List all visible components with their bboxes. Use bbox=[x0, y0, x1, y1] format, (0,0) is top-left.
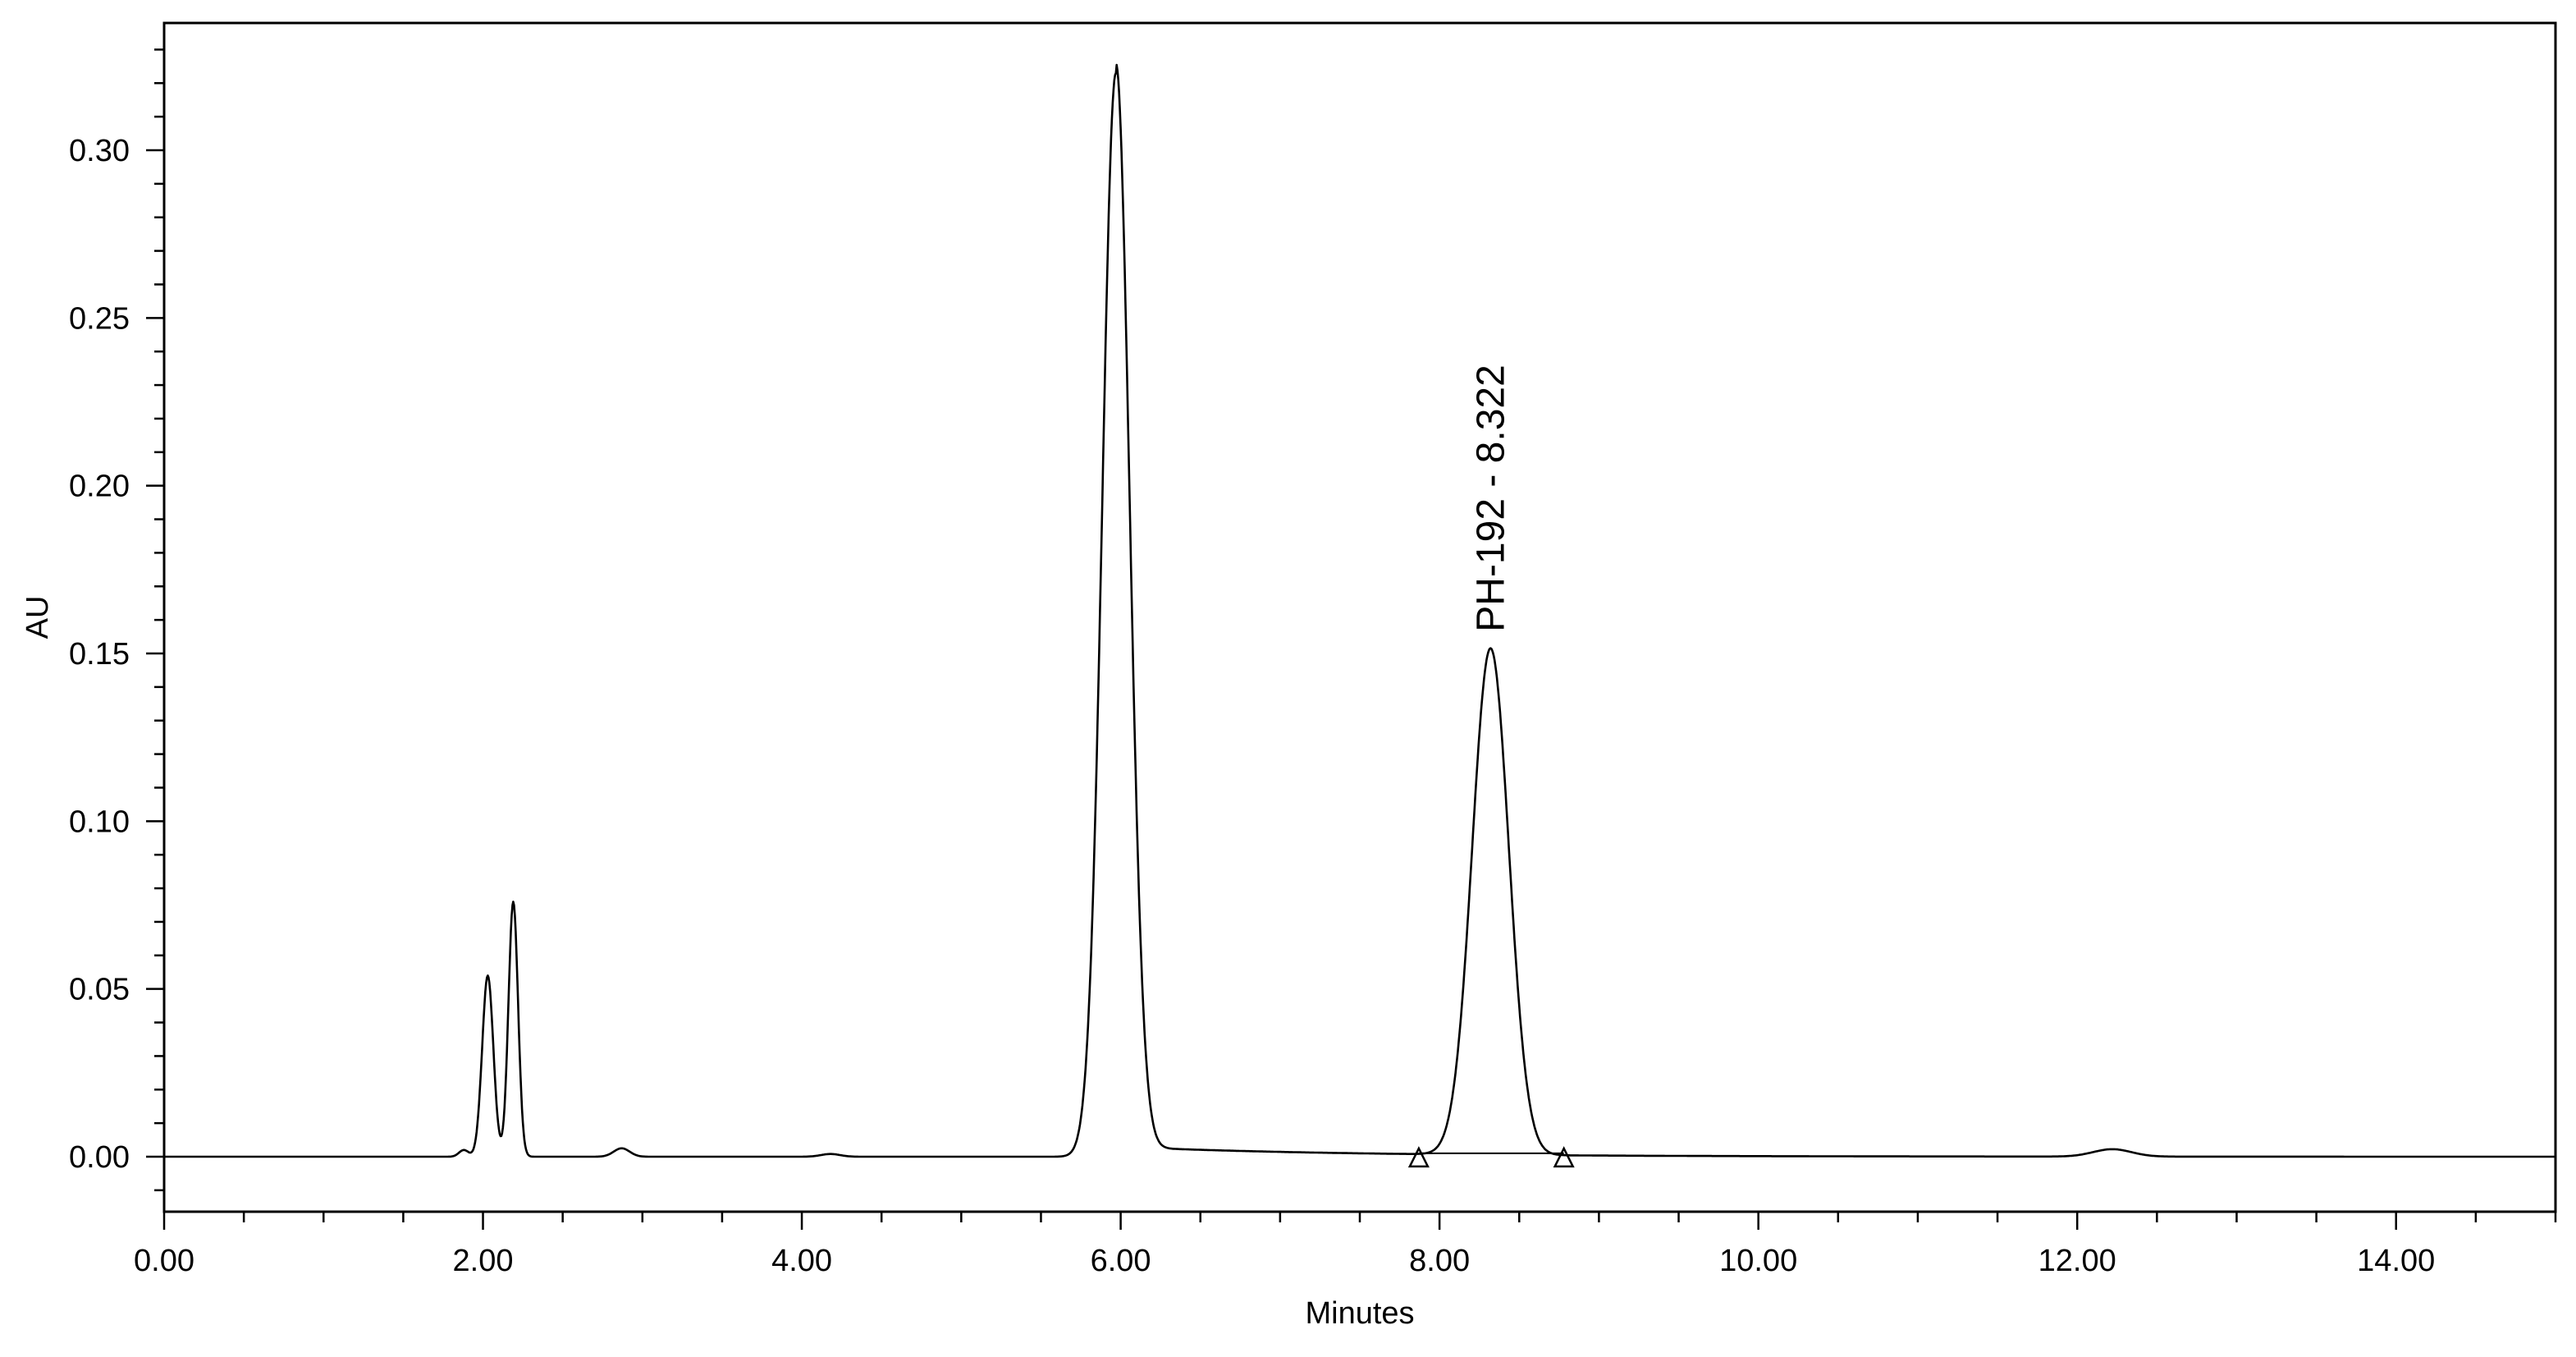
x-axis-ticks: 0.00 2.00 4.00 6.00 8.00 10.00 12.00 14.00 bbox=[134, 1212, 2557, 1278]
y-axis-title: AU bbox=[21, 596, 55, 640]
y-tick-label: 0.05 bbox=[69, 973, 130, 1007]
y-tick-label: 0.15 bbox=[69, 637, 130, 672]
y-tick-label: 0.20 bbox=[69, 470, 130, 504]
x-tick-label: 12.00 bbox=[2038, 1244, 2116, 1278]
x-tick-label: 10.00 bbox=[1719, 1244, 1797, 1278]
plot-frame bbox=[162, 21, 2557, 1213]
y-tick-label: 0.30 bbox=[69, 134, 130, 168]
baseline-end-marker bbox=[1553, 1146, 1575, 1168]
x-tick-label: 0.00 bbox=[134, 1244, 194, 1278]
y-tick-label: 0.25 bbox=[69, 301, 130, 336]
x-tick-label: 8.00 bbox=[1409, 1244, 1470, 1278]
y-tick-label: 0.10 bbox=[69, 805, 130, 839]
peak-label: PH-192 - 8.322 bbox=[1470, 364, 1513, 632]
x-tick-label: 14.00 bbox=[2357, 1244, 2435, 1278]
y-axis-ticks: 0.00 0.05 0.10 0.15 0.20 0.25 0.30 bbox=[69, 48, 164, 1192]
y-tick-label: 0.00 bbox=[69, 1140, 130, 1175]
chromatogram-trace bbox=[163, 63, 2556, 1158]
baseline-start-marker bbox=[1407, 1146, 1430, 1168]
x-tick-label: 4.00 bbox=[771, 1244, 832, 1278]
x-tick-label: 2.00 bbox=[453, 1244, 514, 1278]
x-tick-label: 6.00 bbox=[1091, 1244, 1151, 1278]
x-axis-title: Minutes bbox=[1305, 1296, 1414, 1331]
